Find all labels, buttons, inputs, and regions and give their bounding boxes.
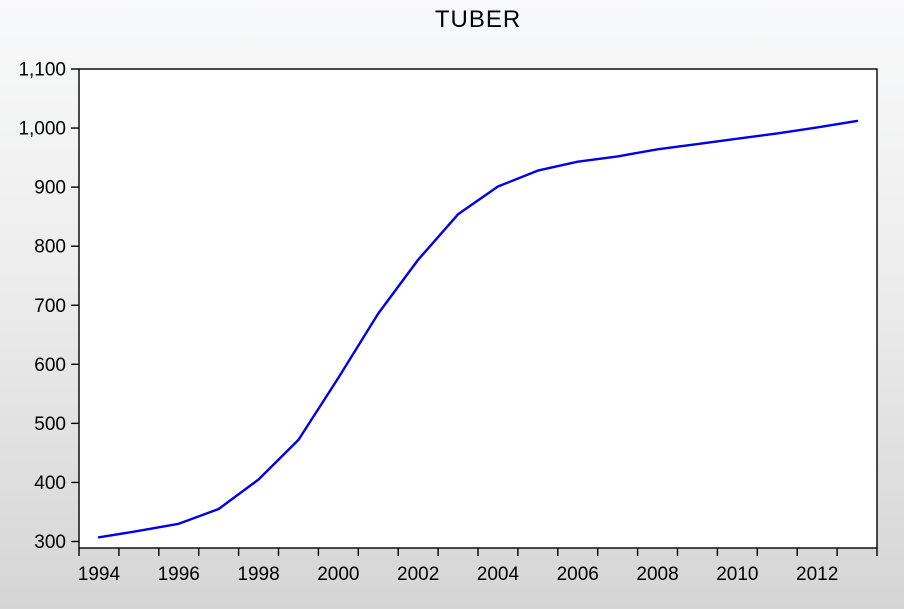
x-axis-tick-label: 2012	[796, 564, 838, 585]
chart-title: TUBER	[434, 6, 522, 33]
y-axis-tick-label: 800	[34, 237, 66, 258]
y-axis-tick-label: 700	[34, 296, 66, 317]
x-axis-tick-label: 2000	[317, 564, 359, 585]
plot-area	[78, 68, 878, 549]
y-axis-tick-label: 400	[34, 473, 66, 494]
x-axis-tick-label: 2004	[477, 564, 520, 585]
y-axis-tick-label: 900	[34, 178, 66, 199]
series-line-tuber	[97, 119, 859, 539]
x-axis-tick-label: 2006	[557, 564, 599, 585]
x-axis-tick-label: 1996	[158, 564, 200, 585]
y-axis-tick-label: 600	[34, 355, 66, 376]
x-axis-tick-label: 1994	[78, 564, 121, 585]
x-axis-tick-label: 2002	[397, 564, 439, 585]
x-axis-tick-label: 1998	[237, 564, 279, 585]
x-axis-tick-label: 2010	[716, 564, 758, 585]
x-axis-tick-label: 2008	[636, 564, 678, 585]
y-axis-tick-label: 1,000	[18, 119, 66, 140]
y-axis-tick-label: 300	[34, 532, 66, 553]
y-axis-tick-label: 1,100	[18, 60, 66, 81]
y-axis-tick-label: 500	[34, 414, 66, 435]
